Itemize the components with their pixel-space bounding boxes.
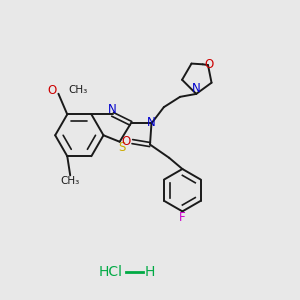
Text: O: O xyxy=(121,135,130,148)
Text: S: S xyxy=(118,141,125,154)
Text: CH₃: CH₃ xyxy=(61,176,80,186)
Text: N: N xyxy=(147,116,156,129)
Text: HCl: HCl xyxy=(98,265,122,279)
Text: CH₃: CH₃ xyxy=(69,85,88,95)
Text: H: H xyxy=(145,265,155,279)
Text: N: N xyxy=(192,82,201,95)
Text: O: O xyxy=(204,58,213,71)
Text: O: O xyxy=(47,84,57,97)
Text: N: N xyxy=(108,103,117,116)
Text: F: F xyxy=(179,212,186,224)
